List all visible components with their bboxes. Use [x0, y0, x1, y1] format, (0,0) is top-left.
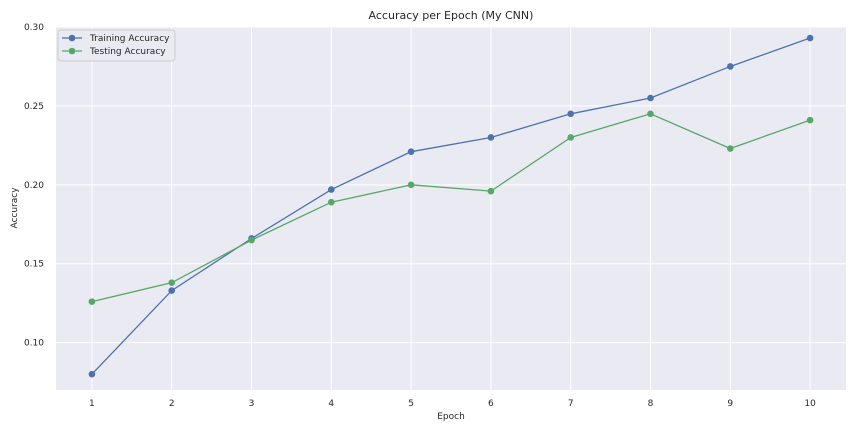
data-point: [168, 279, 176, 286]
legend-label: Training Accuracy: [89, 34, 170, 44]
x-tick-label: 5: [408, 399, 414, 409]
legend-swatch-marker: [68, 47, 76, 55]
legend: Training Accuracy Testing Accuracy: [57, 29, 176, 62]
x-tick-label: 3: [249, 399, 255, 409]
x-tick-label: 7: [568, 399, 574, 409]
y-tick-label: 0.10: [24, 339, 44, 349]
series-layer: [88, 34, 814, 378]
y-axis-label: Accuracy: [10, 187, 20, 229]
x-axis-label: Epoch: [437, 412, 465, 422]
y-axis-ticks: 0.10 0.15 0.20 0.25 0.30: [24, 23, 44, 349]
chart-title: Accuracy per Epoch (My CNN): [369, 9, 534, 22]
y-tick-label: 0.15: [24, 260, 44, 270]
data-point: [567, 134, 574, 141]
data-point: [88, 298, 96, 305]
legend-label: Testing Accuracy: [89, 47, 166, 57]
data-point: [407, 148, 415, 155]
series-line: [91, 113, 811, 303]
x-tick-label: 6: [488, 399, 494, 409]
x-tick-label: 1: [89, 399, 95, 409]
data-point: [487, 134, 495, 141]
data-point: [328, 198, 335, 206]
data-point: [88, 370, 96, 378]
y-tick-label: 0.25: [24, 102, 44, 112]
data-point: [726, 145, 734, 152]
series-0: [88, 34, 814, 378]
y-tick-label: 0.30: [24, 23, 44, 33]
x-tick-label: 10: [804, 399, 816, 409]
x-tick-label: 4: [328, 399, 334, 409]
x-axis-ticks: 1 2 3 4 5 6 7 8 9 10: [89, 399, 816, 409]
data-point: [168, 287, 176, 294]
series-1: [88, 110, 814, 305]
x-tick-label: 2: [169, 399, 175, 409]
legend-box: [57, 29, 176, 62]
data-point: [647, 110, 654, 118]
legend-swatch-marker: [68, 34, 76, 42]
data-point: [248, 236, 255, 244]
x-tick-label: 9: [727, 399, 733, 409]
x-tick-label: 8: [648, 399, 654, 409]
plot-area: [56, 27, 846, 390]
data-point: [726, 63, 734, 70]
data-point: [567, 110, 574, 118]
series-line: [91, 37, 811, 375]
data-point: [328, 186, 335, 193]
data-point: [487, 187, 495, 195]
data-point: [806, 116, 814, 124]
data-point: [647, 94, 654, 102]
data-point: [407, 181, 415, 189]
y-tick-label: 0.20: [24, 181, 44, 191]
grid-lines: [56, 26, 846, 390]
data-point: [806, 34, 814, 42]
